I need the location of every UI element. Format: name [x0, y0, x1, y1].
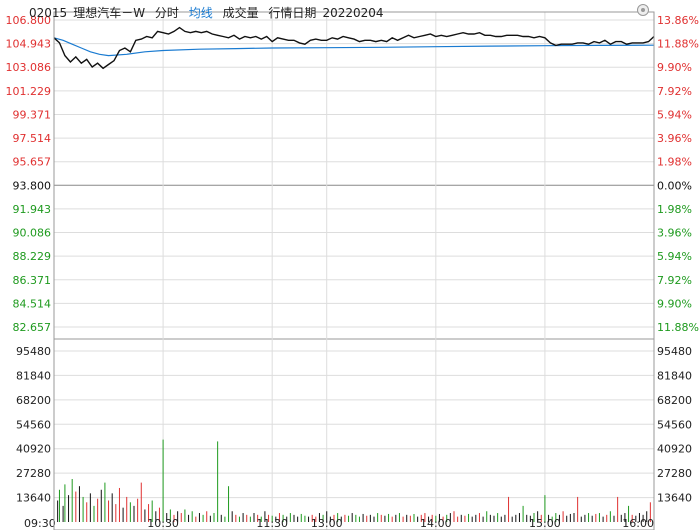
price-tick-label: 90.086 — [13, 227, 52, 240]
settings-radio-icon[interactable] — [637, 4, 649, 16]
trade-date: 20220204 — [322, 6, 384, 20]
price-line — [53, 26, 655, 70]
volume-tick-label-right: 54560 — [657, 418, 692, 431]
volume-tick-label-right: 68200 — [657, 394, 692, 407]
pct-tick-label: 9.90% — [657, 297, 692, 310]
pct-tick-label: 1.98% — [657, 156, 692, 169]
pct-tick-label: 13.86% — [657, 14, 699, 27]
avg-line-toggle[interactable]: 均线 — [188, 6, 213, 20]
pct-tick-label: 11.88% — [657, 38, 699, 51]
price-tick-label: 99.371 — [13, 108, 52, 121]
time-tick-label: 09:30 — [24, 517, 56, 530]
time-tick-label: 16:00 — [622, 517, 654, 530]
price-tick-label: 91.943 — [13, 203, 52, 216]
price-tick-label: 82.657 — [13, 321, 52, 334]
volume-tick-label-right: 40920 — [657, 443, 692, 456]
volume-tick-label: 40920 — [16, 443, 51, 456]
price-tick-label: 93.800 — [13, 179, 52, 192]
time-tick-label: 14:00 — [420, 517, 452, 530]
volume-tick-label-right: 13640 — [657, 492, 692, 505]
volume-tick-label-right: 95480 — [657, 345, 692, 358]
pct-tick-label: 11.88% — [657, 321, 699, 334]
grid-lines — [54, 12, 654, 530]
pct-tick-label: 7.92% — [657, 85, 692, 98]
volume-tick-label-right: 27280 — [657, 467, 692, 480]
pct-tick-label: 3.96% — [657, 227, 692, 240]
price-tick-label: 88.229 — [13, 250, 52, 263]
pct-tick-label: 1.98% — [657, 203, 692, 216]
price-tick-label: 103.086 — [6, 61, 52, 74]
mode-label[interactable]: 分时 — [154, 6, 179, 20]
price-tick-label: 95.657 — [13, 156, 52, 169]
average-price-line — [53, 37, 655, 57]
price-tick-label: 84.514 — [13, 297, 52, 310]
pct-tick-label: 5.94% — [657, 108, 692, 121]
stock-code: 02015 — [29, 6, 68, 20]
pct-tick-label: 3.96% — [657, 132, 692, 145]
date-caption: 行情日期 — [268, 6, 317, 20]
chart-header: 02015 理想汽车－W 分时 均线 成交量 行情日期 20220204 — [29, 4, 390, 21]
axis-labels: 106.800 13.86% 104.943 11.88% 103.086 9.90% 10… — [6, 14, 699, 530]
volume-tick-label: 54560 — [16, 418, 51, 431]
price-tick-label: 104.943 — [6, 38, 52, 51]
price-tick-label: 86.371 — [13, 274, 52, 287]
volume-tick-label: 68200 — [16, 394, 51, 407]
volume-tick-label: 95480 — [16, 345, 51, 358]
price-tick-label: 106.800 — [6, 14, 52, 27]
volume-bars — [53, 366, 655, 522]
pct-tick-label: 5.94% — [657, 250, 692, 263]
pct-tick-label: 7.92% — [657, 274, 692, 287]
price-tick-label: 101.229 — [6, 85, 52, 98]
volume-tick-label-right: 81840 — [657, 369, 692, 382]
pct-tick-label: 9.90% — [657, 61, 692, 74]
volume-tick-label: 13640 — [16, 492, 51, 505]
time-tick-label: 10:30 — [147, 517, 179, 530]
volume-tick-label: 27280 — [16, 467, 51, 480]
time-tick-label: 15:00 — [529, 517, 561, 530]
stock-name: 理想汽车－W — [73, 6, 146, 20]
volume-label[interactable]: 成交量 — [222, 6, 259, 20]
plot-frame — [53, 11, 655, 530]
time-tick-label: 13:00 — [311, 517, 343, 530]
time-tick-label: 11:30 — [256, 517, 288, 530]
pct-tick-label: 0.00% — [657, 179, 692, 192]
price-tick-label: 97.514 — [13, 132, 52, 145]
volume-tick-label: 81840 — [16, 369, 51, 382]
